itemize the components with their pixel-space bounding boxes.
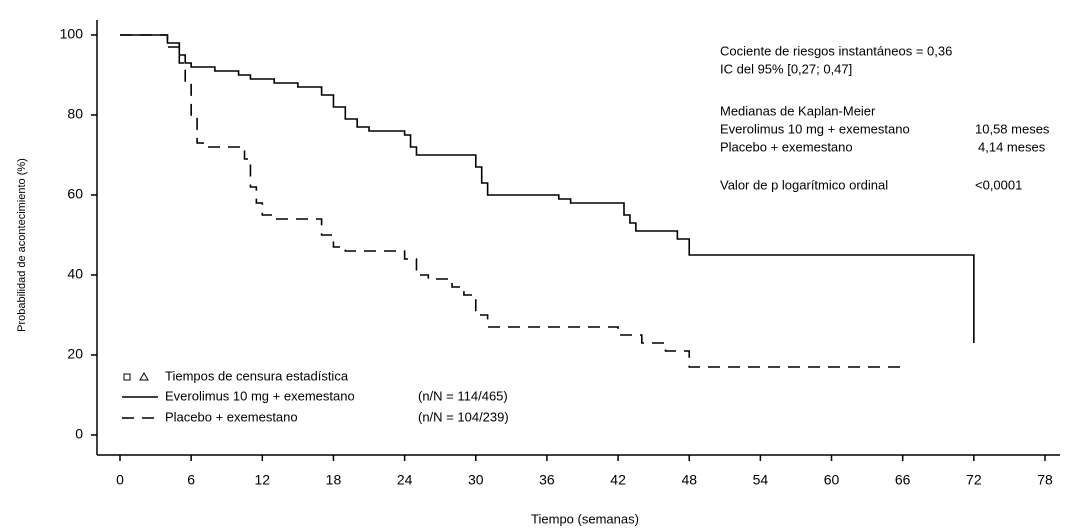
annotation: Everolimus 10 mg + exemestano	[720, 121, 910, 136]
y-tick-label: 80	[67, 106, 83, 122]
annotation: Valor de p logarítmico ordinal	[720, 177, 888, 192]
y-tick-label: 20	[67, 346, 83, 362]
km-curve	[120, 34, 975, 343]
y-axis-label: Probabilidad de acontecimiento (%)	[16, 158, 28, 332]
x-tick-label: 48	[681, 472, 697, 488]
legend-count: (n/N = 114/465)	[418, 388, 508, 403]
x-tick-label: 6	[187, 472, 195, 488]
annotation: 4,14 meses	[978, 139, 1046, 154]
annotation: 10,58 meses	[975, 121, 1050, 136]
annotation: Cociente de riesgos instantáneos = 0,36	[720, 43, 952, 58]
y-tick-label: 40	[67, 266, 83, 282]
annotation: <0,0001	[975, 177, 1022, 192]
legend-title: Tiempos de censura estadística	[165, 368, 349, 383]
x-tick-label: 66	[895, 472, 911, 488]
legend-symbol	[123, 373, 131, 381]
annotation: Placebo + exemestano	[720, 139, 853, 154]
legend-symbol	[139, 371, 149, 381]
x-tick-label: 42	[610, 472, 626, 488]
x-tick-label: 36	[539, 472, 555, 488]
x-axis-label: Tiempo (semanas)	[531, 511, 639, 526]
km-curve	[120, 34, 903, 368]
x-tick-label: 12	[255, 472, 271, 488]
y-tick-label: 100	[60, 26, 84, 42]
annotation: Medianas de Kaplan-Meier	[720, 103, 876, 118]
x-tick-label: 18	[326, 472, 342, 488]
legend-label: Everolimus 10 mg + exemestano	[165, 388, 355, 403]
x-tick-label: 60	[824, 472, 840, 488]
legend-label: Placebo + exemestano	[165, 409, 298, 424]
x-tick-label: 72	[966, 472, 982, 488]
legend-count: (n/N = 104/239)	[418, 409, 509, 424]
annotation: IC del 95% [0,27; 0,47]	[720, 61, 852, 76]
y-tick-label: 0	[75, 426, 83, 442]
x-tick-label: 30	[468, 472, 484, 488]
x-tick-label: 24	[397, 472, 413, 488]
y-tick-label: 60	[67, 186, 83, 202]
x-tick-label: 78	[1037, 472, 1053, 488]
x-tick-label: 0	[116, 472, 124, 488]
x-tick-label: 54	[753, 472, 769, 488]
